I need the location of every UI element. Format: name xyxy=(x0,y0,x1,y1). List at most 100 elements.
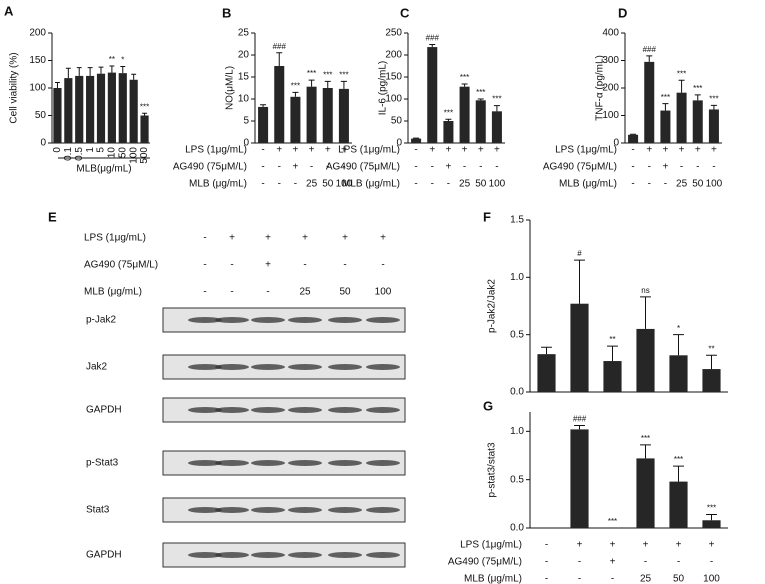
condition-level: - xyxy=(495,162,498,173)
bar xyxy=(459,86,470,143)
condition-level: - xyxy=(230,260,233,271)
condition-level: 50 xyxy=(322,179,334,190)
condition-level: + xyxy=(341,145,347,156)
bar xyxy=(258,106,269,143)
error-bar xyxy=(292,91,299,97)
blot-band xyxy=(288,507,322,513)
significance-mark: ** xyxy=(708,344,714,353)
y-tick-label: 10 xyxy=(238,94,250,105)
x-tick-label: 0.5 xyxy=(74,147,85,161)
condition-level: 100 xyxy=(336,179,353,190)
condition-level: - xyxy=(203,287,206,298)
bar xyxy=(96,73,106,143)
condition-level: + xyxy=(292,145,298,156)
error-bar xyxy=(429,43,436,48)
significance-mark: *** xyxy=(674,455,683,464)
y-tick-label: 200 xyxy=(385,50,402,61)
y-tick-label: 100 xyxy=(602,110,619,121)
condition-label: LPS (1μg/mL) xyxy=(185,145,247,156)
error-bar xyxy=(308,79,315,87)
condition-level: 50 xyxy=(475,179,487,190)
y-tick-label: 0.0 xyxy=(510,387,524,398)
significance-mark: *** xyxy=(307,69,316,78)
significance-mark: *** xyxy=(291,82,300,91)
condition-level: - xyxy=(414,162,417,173)
condition-level: - xyxy=(266,287,269,298)
condition-label: LPS (1μg/mL) xyxy=(84,233,146,244)
bar xyxy=(75,75,84,143)
blot-band xyxy=(251,507,285,513)
condition-level: 50 xyxy=(673,574,685,584)
significance-mark: ### xyxy=(573,415,587,424)
bar xyxy=(427,47,438,143)
condition-level: + xyxy=(662,145,668,156)
bar xyxy=(537,354,556,392)
error-bar xyxy=(673,334,684,356)
blot-label: p-Jak2 xyxy=(86,315,116,326)
condition-level: - xyxy=(578,574,581,584)
y-tick-label: 0.5 xyxy=(510,474,524,485)
blot-band xyxy=(328,407,362,413)
significance-mark: *** xyxy=(460,73,469,82)
condition-label: MLB (μg/mL) xyxy=(342,179,400,190)
blot-label: Stat3 xyxy=(86,505,110,516)
condition-level: + xyxy=(265,233,271,244)
significance-mark: *** xyxy=(608,517,617,526)
blot-band xyxy=(215,364,249,370)
bar xyxy=(53,88,62,143)
blot-band xyxy=(251,317,285,323)
y-tick-label: 200 xyxy=(29,28,46,39)
condition-level: + xyxy=(478,145,484,156)
bar xyxy=(603,361,622,392)
condition-level: + xyxy=(325,145,331,156)
condition-level: + xyxy=(676,540,682,551)
y-tick-label: 0.0 xyxy=(510,523,524,534)
bar xyxy=(107,72,116,143)
condition-level: - xyxy=(680,162,683,173)
condition-level: + xyxy=(577,540,583,551)
error-bar xyxy=(142,112,148,116)
condition-level: - xyxy=(278,179,281,190)
error-bar xyxy=(131,73,137,80)
condition-level: 50 xyxy=(692,179,704,190)
error-bar xyxy=(54,82,60,88)
condition-level: - xyxy=(203,260,206,271)
condition-level: - xyxy=(710,557,713,568)
error-bar xyxy=(477,98,484,101)
condition-label: LPS (1μg/mL) xyxy=(338,145,400,156)
blot-band xyxy=(215,552,249,558)
condition-level: - xyxy=(479,162,482,173)
bar xyxy=(628,134,639,143)
condition-label: AG490 (75μM/L) xyxy=(448,557,522,568)
significance-mark: # xyxy=(577,249,582,258)
condition-level: - xyxy=(310,162,313,173)
bar xyxy=(660,110,671,143)
blot-band xyxy=(188,507,222,513)
y-tick-label: 1.0 xyxy=(510,426,524,437)
error-bar xyxy=(461,83,468,87)
y-tick-label: 0 xyxy=(613,138,619,149)
panel-label: D xyxy=(618,5,627,20)
error-bar xyxy=(324,80,331,88)
error-bar xyxy=(607,345,618,362)
significance-mark: ** xyxy=(109,55,115,64)
condition-level: + xyxy=(695,145,701,156)
bar xyxy=(692,100,703,143)
condition-level: - xyxy=(648,162,651,173)
condition-label: AG490 (75μM/L) xyxy=(543,162,617,173)
bar xyxy=(443,121,454,143)
x-tick-label: 0 xyxy=(52,147,63,153)
panel-label: E xyxy=(48,209,57,224)
condition-level: - xyxy=(230,287,233,298)
condition-level: + xyxy=(380,233,386,244)
y-tick-label: 250 xyxy=(385,28,402,39)
error-bar xyxy=(640,296,651,329)
y-axis-label: p-stat3/stat3 xyxy=(487,442,498,497)
condition-label: MLB (μg/mL) xyxy=(559,179,617,190)
condition-label: AG490 (75μM/L) xyxy=(173,162,247,173)
error-bar xyxy=(120,66,126,74)
significance-mark: * xyxy=(121,56,124,65)
condition-level: - xyxy=(677,557,680,568)
condition-level: + xyxy=(429,145,435,156)
